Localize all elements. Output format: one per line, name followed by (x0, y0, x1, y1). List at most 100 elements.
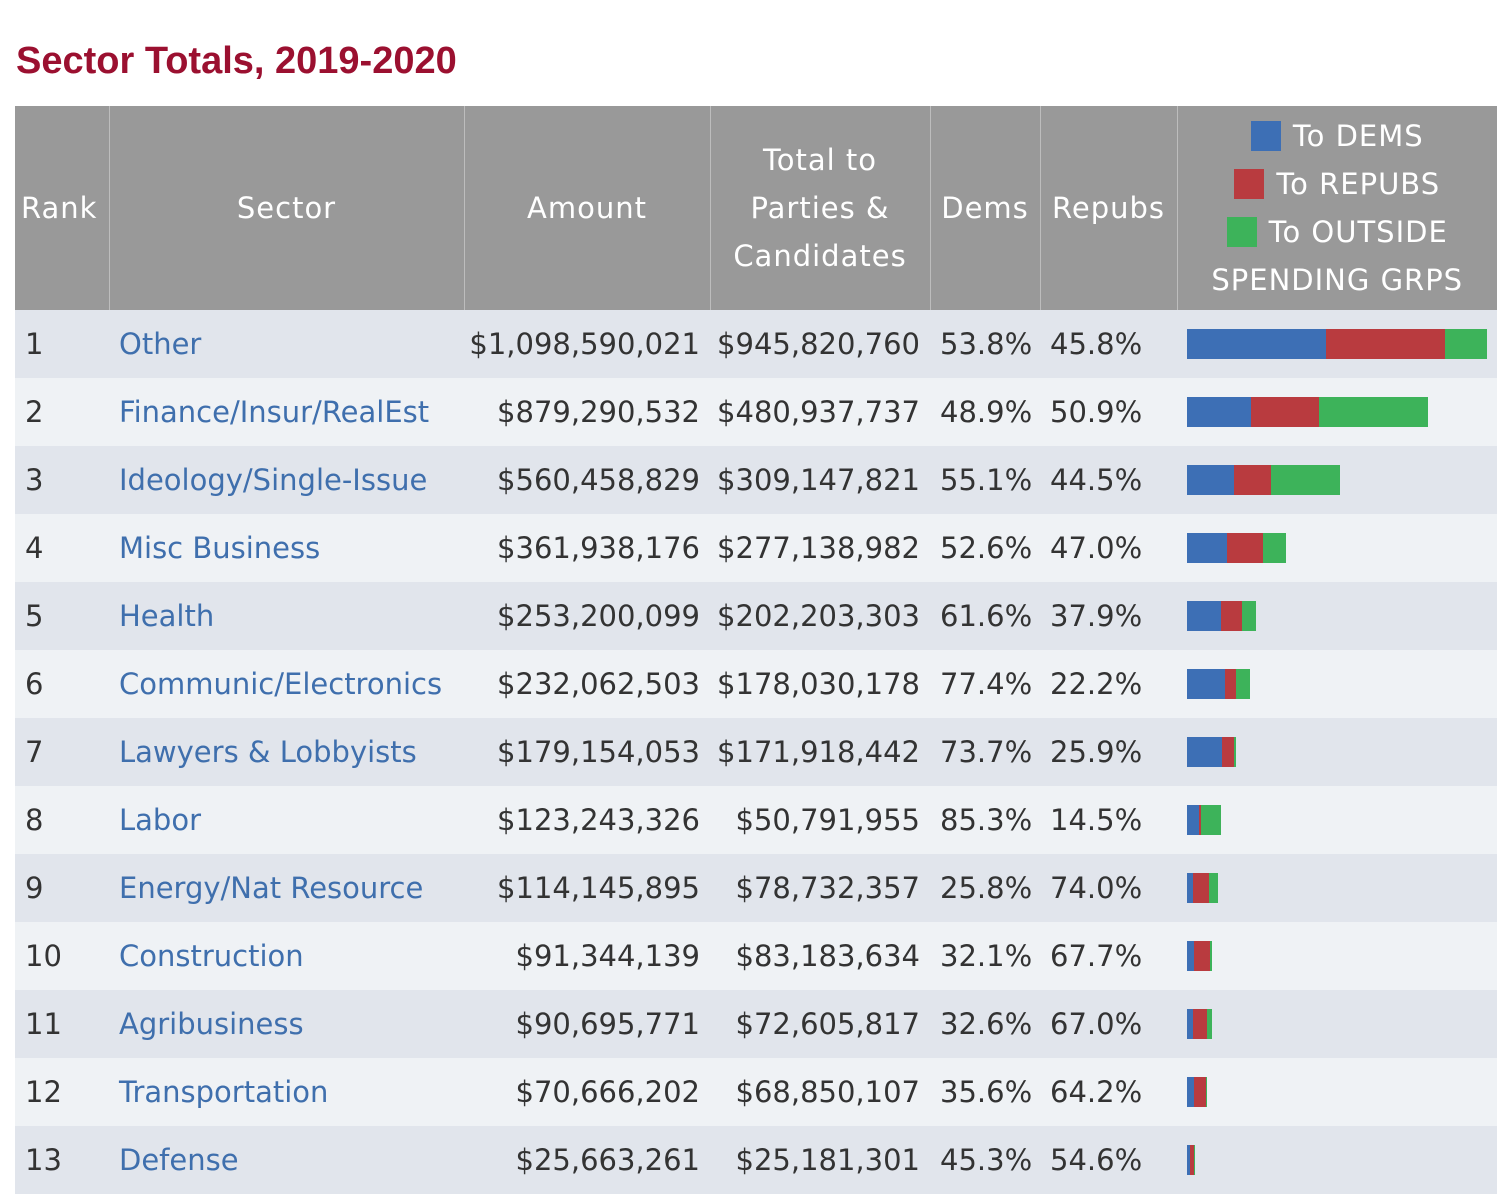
rank-cell: 1 (15, 310, 109, 378)
stacked-bar-cell (1177, 1126, 1497, 1194)
sector-link[interactable]: Construction (109, 922, 464, 990)
stacked-bar[interactable] (1187, 465, 1497, 495)
amount-cell: $232,062,503 (464, 650, 710, 718)
legend-header: To DEMS To REPUBS To OUTSIDE SPENDING GR… (1177, 106, 1497, 310)
sector-link[interactable]: Health (109, 582, 464, 650)
legend-dems: To DEMS (1178, 112, 1497, 160)
repubs-pct-cell: 37.9% (1040, 582, 1177, 650)
dems-bar-segment (1187, 941, 1195, 971)
stacked-bar[interactable] (1187, 737, 1497, 767)
outside-bar-segment (1271, 465, 1341, 495)
dems-pct-cell: 48.9% (930, 378, 1040, 446)
total-header-line1: Total to (762, 143, 878, 177)
stacked-bar[interactable] (1187, 941, 1497, 971)
repubs-pct-cell: 45.8% (1040, 310, 1177, 378)
total-cell: $178,030,178 (710, 650, 930, 718)
dems-bar-segment (1187, 533, 1227, 563)
table-row: 13 Defense $25,663,261 $25,181,301 45.3% 54.6… (15, 1126, 1497, 1194)
stacked-bar[interactable] (1187, 669, 1497, 699)
stacked-bar-cell (1177, 786, 1497, 854)
stacked-bar[interactable] (1187, 329, 1497, 359)
amount-cell: $361,938,176 (464, 514, 710, 582)
sector-link[interactable]: Labor (109, 786, 464, 854)
rank-cell: 9 (15, 854, 109, 922)
stacked-bar[interactable] (1187, 1009, 1497, 1039)
total-cell: $202,203,303 (710, 582, 930, 650)
amount-cell: $179,154,053 (464, 718, 710, 786)
stacked-bar[interactable] (1187, 1077, 1497, 1107)
stacked-bar-cell (1177, 446, 1497, 514)
stacked-bar[interactable] (1187, 397, 1497, 427)
total-cell: $277,138,982 (710, 514, 930, 582)
repubs-pct-cell: 67.7% (1040, 922, 1177, 990)
legend-outside: To OUTSIDE (1178, 208, 1497, 256)
stacked-bar[interactable] (1187, 873, 1497, 903)
total-cell: $78,732,357 (710, 854, 930, 922)
sector-header[interactable]: Sector (109, 106, 465, 310)
repubs-pct-cell: 14.5% (1040, 786, 1177, 854)
repubs-bar-segment (1326, 329, 1446, 359)
dems-pct-cell: 61.6% (930, 582, 1040, 650)
repubs-pct-cell: 22.2% (1040, 650, 1177, 718)
dems-bar-segment (1187, 1145, 1191, 1175)
outside-bar-segment (1200, 805, 1221, 835)
dems-bar-segment (1187, 1009, 1194, 1039)
dems-bar-segment (1187, 805, 1199, 835)
total-cell: $171,918,442 (710, 718, 930, 786)
sector-link[interactable]: Communic/Electronics (109, 650, 464, 718)
table-row: 9 Energy/Nat Resource $114,145,895 $78,732,… (15, 854, 1497, 922)
stacked-bar[interactable] (1187, 533, 1497, 563)
amount-cell: $1,098,590,021 (464, 310, 710, 378)
stacked-bar-cell (1177, 990, 1497, 1058)
table-row: 3 Ideology/Single-Issue $560,458,829 $309,1… (15, 446, 1497, 514)
dems-bar-segment (1187, 601, 1222, 631)
repubs-bar-segment (1194, 941, 1210, 971)
sector-link[interactable]: Lawyers & Lobbyists (109, 718, 464, 786)
dems-bar-segment (1187, 737, 1222, 767)
sector-link[interactable]: Finance/Insur/RealEst (109, 378, 464, 446)
repubs-header[interactable]: Repubs (1040, 106, 1178, 310)
outside-bar-segment (1233, 737, 1236, 767)
stacked-bar-cell (1177, 310, 1497, 378)
table-row: 1 Other $1,098,590,021 $945,820,760 53.8% 45.… (15, 310, 1497, 378)
sector-link[interactable]: Transportation (109, 1058, 464, 1126)
stacked-bar-cell (1177, 1058, 1497, 1126)
stacked-bar[interactable] (1187, 805, 1497, 835)
outside-bar-segment (1262, 533, 1286, 563)
total-header-line2: Parties & (750, 191, 890, 225)
stacked-bar[interactable] (1187, 601, 1497, 631)
sector-link[interactable]: Other (109, 310, 464, 378)
amount-cell: $560,458,829 (464, 446, 710, 514)
total-header-line3: Candidates (733, 239, 907, 273)
table-row: 8 Labor $123,243,326 $50,791,955 85.3% 14.5% (15, 786, 1497, 854)
stacked-bar[interactable] (1187, 1145, 1497, 1175)
rank-header[interactable]: Rank (15, 106, 110, 310)
repubs-pct-cell: 25.9% (1040, 718, 1177, 786)
total-header[interactable]: Total to Parties & Candidates (710, 106, 931, 310)
rank-cell: 13 (15, 1126, 109, 1194)
sector-link[interactable]: Defense (109, 1126, 464, 1194)
repubs-bar-segment (1233, 465, 1272, 495)
legend-repubs-label: To REPUBS (1276, 167, 1441, 201)
amount-cell: $123,243,326 (464, 786, 710, 854)
amount-cell: $91,344,139 (464, 922, 710, 990)
outside-bar-segment (1445, 329, 1487, 359)
repubs-swatch-icon (1234, 169, 1265, 199)
repubs-pct-cell: 74.0% (1040, 854, 1177, 922)
sector-link[interactable]: Ideology/Single-Issue (109, 446, 464, 514)
repubs-bar-segment (1193, 1009, 1207, 1039)
table-row: 6 Communic/Electronics $232,062,503 $178,03… (15, 650, 1497, 718)
sector-link[interactable]: Energy/Nat Resource (109, 854, 464, 922)
stacked-bar-cell (1177, 922, 1497, 990)
stacked-bar-cell (1177, 854, 1497, 922)
dems-header[interactable]: Dems (930, 106, 1041, 310)
total-cell: $25,181,301 (710, 1126, 930, 1194)
repubs-pct-cell: 50.9% (1040, 378, 1177, 446)
sector-totals-table: Rank Sector Amount Total to Parties & Ca… (15, 106, 1497, 1194)
legend-outside-line2: SPENDING GRPS (1211, 263, 1464, 297)
stacked-bar-cell (1177, 718, 1497, 786)
sector-link[interactable]: Agribusiness (109, 990, 464, 1058)
sector-link[interactable]: Misc Business (109, 514, 464, 582)
dems-pct-cell: 85.3% (930, 786, 1040, 854)
amount-header[interactable]: Amount (464, 106, 711, 310)
